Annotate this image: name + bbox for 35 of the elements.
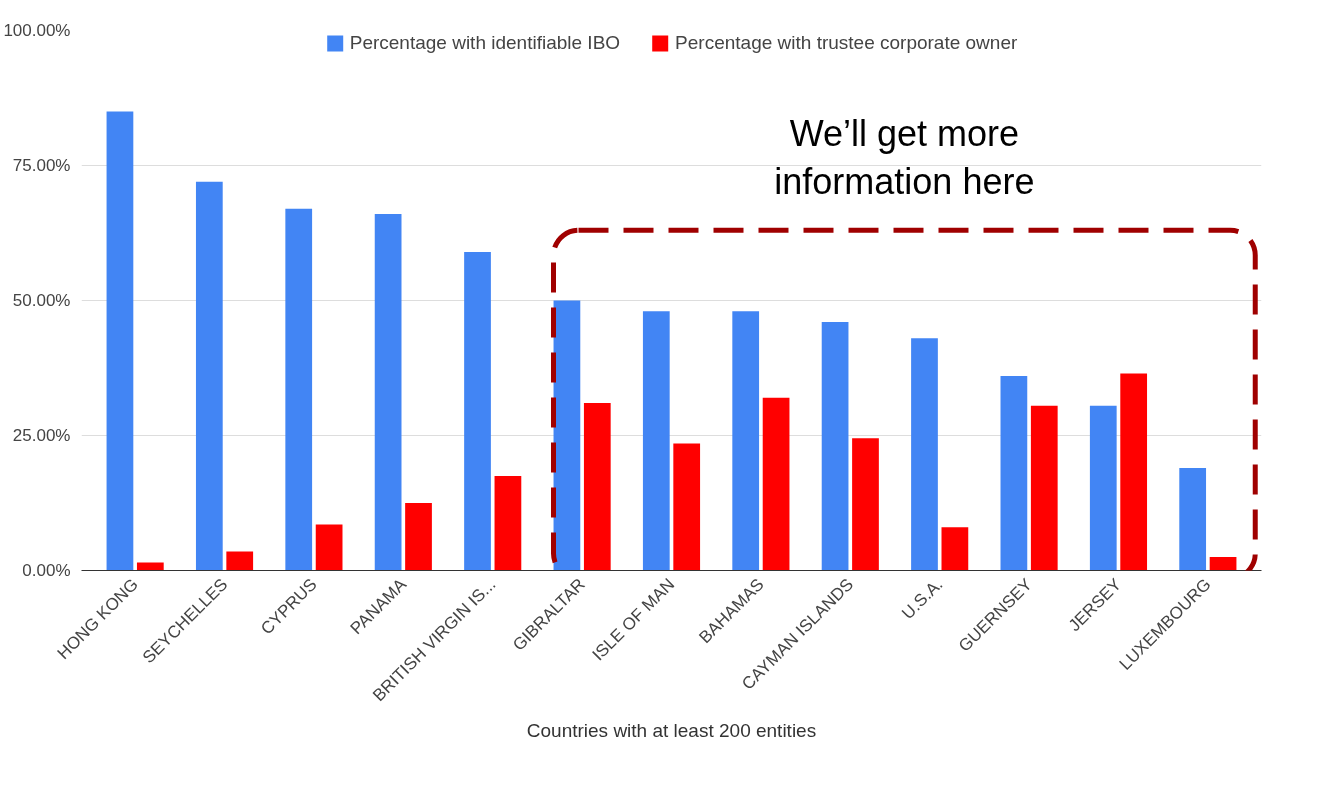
bar (852, 438, 879, 571)
y-tick-label: 25.00% (12, 426, 71, 445)
y-tick-label: 0.00% (22, 561, 71, 580)
annotation: We’ll get more information here (774, 112, 1035, 203)
y-tick-label: 50.00% (12, 291, 71, 310)
legend-label: Percentage with trustee corporate owner (675, 32, 1018, 54)
bar (464, 251, 491, 571)
bar (494, 476, 522, 571)
bar (405, 503, 432, 571)
x-axis-title: Countries with at least 200 entities (526, 719, 817, 741)
y-tick-label: 100.00% (3, 21, 71, 40)
bar (1209, 557, 1237, 571)
bar (1030, 405, 1058, 571)
bar (821, 322, 849, 571)
bar (226, 551, 254, 571)
bar (374, 214, 402, 571)
bar (553, 300, 581, 571)
bar (911, 338, 938, 571)
bar (1089, 405, 1117, 571)
bar (315, 524, 343, 571)
bar (642, 311, 670, 571)
legend-label: Percentage with identifiable IBO (349, 32, 621, 54)
bar (1179, 467, 1207, 571)
bar (136, 562, 164, 571)
bar (941, 527, 969, 571)
bar (285, 208, 313, 571)
bar (195, 181, 223, 571)
bar (762, 397, 790, 571)
bar (1000, 376, 1028, 571)
bar (673, 443, 701, 571)
bar (732, 311, 760, 571)
bar (106, 111, 134, 571)
bar (1120, 373, 1148, 571)
bar (583, 403, 611, 571)
y-tick-label: 75.00% (12, 156, 71, 175)
